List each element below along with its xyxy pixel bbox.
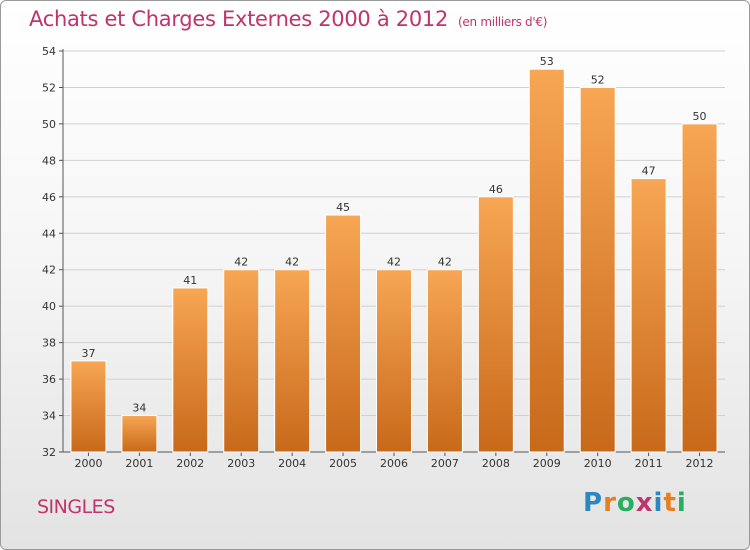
x-tick-labels: 2000 2001 2002 2003 2004 2005 2006 2007 2008 2009…	[74, 457, 713, 470]
bar-value-label: 42	[285, 256, 299, 269]
bar-value-label: 45	[336, 201, 350, 214]
y-tick-label: 50	[42, 118, 56, 131]
bar-2001	[121, 415, 158, 453]
y-tick-label: 42	[42, 264, 56, 277]
y-tick-label: 36	[42, 373, 56, 386]
y-tick-label: 48	[42, 154, 56, 167]
y-tick-label: 46	[42, 191, 56, 204]
bar-2009	[528, 68, 565, 453]
bar-value-label: 53	[540, 55, 554, 68]
y-tick-label: 54	[42, 45, 56, 58]
logo-letter: o	[616, 488, 636, 518]
bars: 37 34 41 42 42 45 42 42 46 53 52 47 50	[70, 55, 718, 453]
bar-2004	[274, 269, 311, 453]
bar-value-label: 52	[591, 73, 605, 86]
chart-title: Achats et Charges Externes 2000 à 2012 (e…	[29, 7, 547, 31]
bar-value-label: 46	[489, 183, 503, 196]
x-tick-label: 2009	[533, 457, 561, 470]
logo-letter: r	[603, 488, 617, 518]
bar-value-label: 42	[234, 256, 248, 269]
x-tick-label: 2005	[329, 457, 357, 470]
chart-subtitle: (en milliers d'€)	[458, 15, 548, 29]
y-tick-label: 40	[42, 300, 56, 313]
bar-2005	[325, 214, 362, 453]
x-tick-label: 2006	[380, 457, 408, 470]
x-tick-label: 2012	[686, 457, 714, 470]
bar-2002	[172, 287, 209, 453]
chart-title-text: Achats et Charges Externes 2000 à 2012	[29, 7, 449, 31]
proxiti-logo: Proxiti	[583, 488, 687, 518]
x-tick-label: 2011	[635, 457, 663, 470]
bar-2006	[376, 269, 412, 453]
bar-value-label: 41	[183, 274, 197, 287]
bar-2011	[630, 178, 667, 453]
x-tick-label: 2004	[278, 457, 306, 470]
y-tick-label: 44	[42, 227, 56, 240]
bar-value-label: 50	[693, 110, 707, 123]
x-tick-label: 2001	[125, 457, 153, 470]
y-tick-labels: 32 34 36 38 40 42 44 46 48 50 52 54	[42, 45, 56, 459]
logo-letter: x	[635, 488, 654, 518]
x-tick-label: 2003	[227, 457, 255, 470]
logo-letter: i	[653, 488, 664, 518]
x-tick-label: 2008	[482, 457, 510, 470]
y-tick-label: 34	[42, 410, 56, 423]
x-tick-label: 2002	[176, 457, 204, 470]
commune-name: SINGLES	[37, 496, 115, 518]
bar-value-label: 42	[438, 256, 452, 269]
bar-2010	[579, 86, 616, 453]
bar-2000	[70, 360, 107, 453]
y-tick-label: 38	[42, 337, 56, 350]
logo-letter: i	[676, 488, 687, 518]
y-tick-label: 52	[42, 81, 56, 94]
bar-2003	[223, 269, 260, 453]
bar-value-label: 47	[642, 165, 656, 178]
y-tick-label: 32	[42, 446, 56, 459]
logo-letter: P	[583, 488, 604, 518]
bar-value-label: 37	[81, 347, 95, 360]
logo-letter: t	[663, 488, 677, 518]
bar-value-label: 42	[387, 256, 401, 269]
x-tick-label: 2010	[584, 457, 612, 470]
x-tick-label: 2000	[74, 457, 102, 470]
bar-2007	[426, 269, 463, 453]
bar-2008	[477, 196, 514, 453]
bar-2012	[681, 123, 718, 453]
x-tick-label: 2007	[431, 457, 459, 470]
bar-value-label: 34	[132, 402, 146, 415]
